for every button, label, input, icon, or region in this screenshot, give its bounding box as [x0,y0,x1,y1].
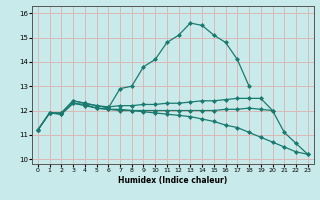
X-axis label: Humidex (Indice chaleur): Humidex (Indice chaleur) [118,176,228,185]
